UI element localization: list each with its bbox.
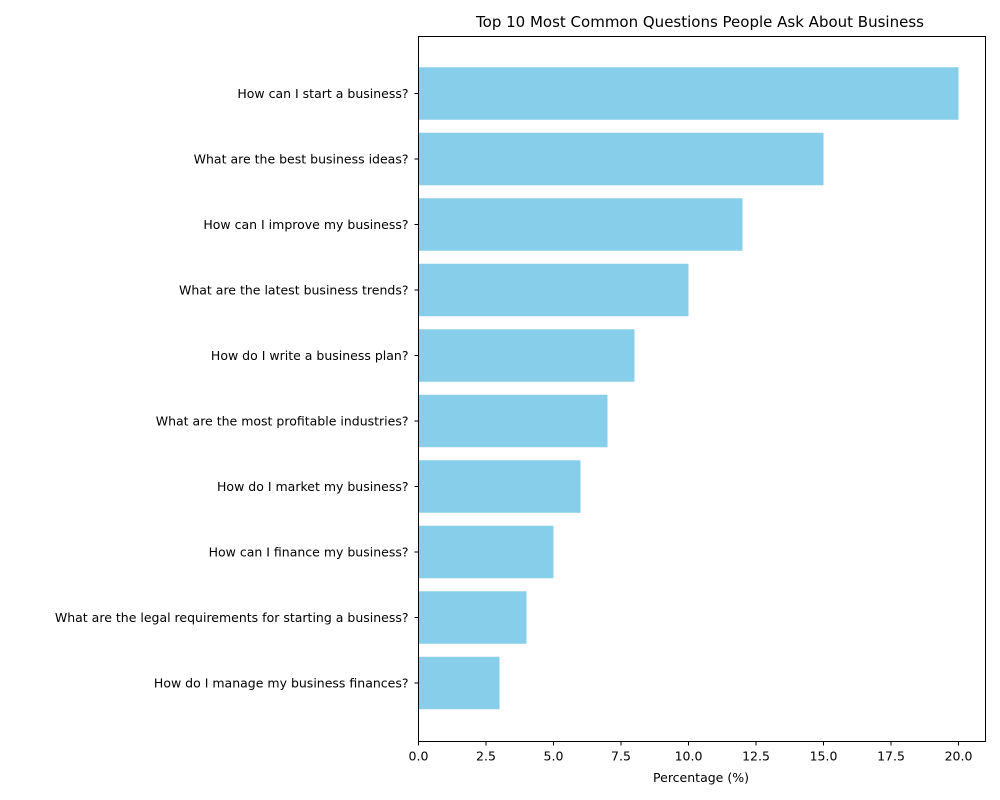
x-tick-label: 0.0 <box>409 749 429 764</box>
chart-title: Top 10 Most Common Questions People Ask … <box>475 13 924 31</box>
x-tick-label: 20.0 <box>945 749 973 764</box>
x-tick-label: 17.5 <box>877 749 905 764</box>
y-tick-label: What are the best business ideas? <box>194 152 409 167</box>
x-tick-label: 10.0 <box>675 749 703 764</box>
x-tick-label: 15.0 <box>810 749 838 764</box>
plot-frame <box>418 36 986 742</box>
bar <box>418 132 824 186</box>
y-tick-label: How can I improve my business? <box>203 217 408 232</box>
y-tick-label: What are the latest business trends? <box>179 283 409 298</box>
y-tick-label: How can I start a business? <box>237 86 408 101</box>
y-tick-label: What are the legal requirements for star… <box>55 610 409 625</box>
bar <box>418 525 554 579</box>
bar <box>418 67 959 120</box>
bar <box>418 394 608 448</box>
x-tick-label: 12.5 <box>742 749 770 764</box>
bar <box>418 329 635 382</box>
x-tick-label: 5.0 <box>544 749 564 764</box>
bar <box>418 460 581 513</box>
y-axis: How can I start a business? What are the … <box>55 86 419 691</box>
y-tick-label: How do I market my business? <box>217 479 408 494</box>
x-axis-label: Percentage (%) <box>653 770 749 785</box>
bar <box>418 263 689 317</box>
bar <box>418 656 500 710</box>
x-axis: 0.0 2.5 5.0 7.5 10.0 12.5 15.0 17.5 20.0 <box>409 741 973 764</box>
bar <box>418 198 743 251</box>
bar <box>418 591 527 644</box>
y-tick-label: What are the most profitable industries? <box>156 414 409 429</box>
y-tick-label: How can I finance my business? <box>209 545 409 560</box>
bars-group <box>418 67 959 710</box>
y-tick-label: How do I write a business plan? <box>211 348 409 363</box>
y-tick-label: How do I manage my business finances? <box>154 676 409 691</box>
x-tick-label: 7.5 <box>611 749 631 764</box>
x-tick-label: 2.5 <box>476 749 496 764</box>
